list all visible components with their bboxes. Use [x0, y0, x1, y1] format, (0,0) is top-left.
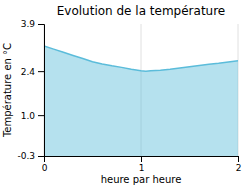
- marks: [44, 46, 238, 156]
- tick-mark: [38, 156, 44, 157]
- tick-label: 1.0: [21, 111, 36, 121]
- x-axis-title: heure par heure: [101, 174, 182, 185]
- tick: 2: [236, 156, 242, 173]
- area: [44, 46, 238, 156]
- tick: 1.0: [21, 111, 44, 121]
- title: Evolution de la température: [57, 4, 226, 18]
- tick: 2.4: [21, 67, 44, 77]
- y-axis-title: Température en °C: [2, 43, 13, 138]
- axis-line: [45, 157, 239, 163]
- tick-label: -0.3: [17, 151, 35, 161]
- plot: 0 1 2 -0.3 1.0 2.4 3.9: [17, 19, 241, 173]
- tick-mark: [38, 71, 44, 72]
- x-axis: 0 1 2: [42, 156, 242, 173]
- tick-mark: [38, 115, 44, 116]
- tick-mark: [141, 156, 142, 162]
- tick-label: 2.4: [21, 67, 36, 77]
- tick: 0: [42, 156, 48, 173]
- tick: 1: [139, 156, 145, 173]
- tick-mark: [38, 24, 44, 25]
- grid: [44, 24, 238, 156]
- tick-label: 2: [236, 163, 242, 173]
- axis-line: [38, 25, 45, 157]
- tick-label: 0: [42, 163, 48, 173]
- tick: -0.3: [17, 151, 44, 161]
- tick-label: 3.9: [21, 19, 36, 29]
- chart: 0 1 2 -0.3 1.0 2.4 3.9 Evolution de la températ…: [0, 0, 250, 188]
- tick: 3.9: [21, 19, 44, 29]
- tick-mark: [238, 156, 239, 162]
- line: [44, 46, 238, 71]
- y-axis: -0.3 1.0 2.4 3.9: [17, 19, 44, 161]
- tick-label: 1: [139, 163, 145, 173]
